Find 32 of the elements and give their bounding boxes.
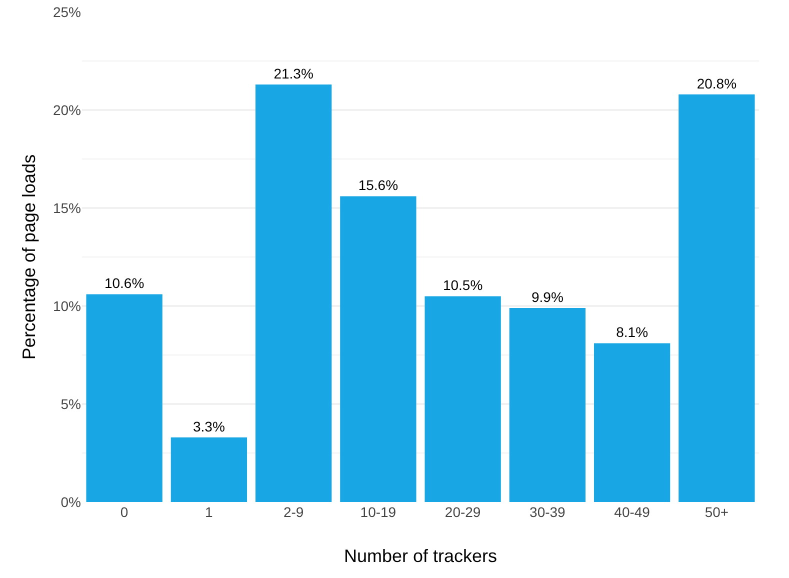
x-tick-label: 1	[205, 504, 214, 520]
bar	[255, 84, 332, 502]
data-label: 3.3%	[192, 418, 225, 434]
x-tick-label: 20-29	[444, 504, 481, 520]
bar	[509, 308, 586, 502]
bar	[594, 343, 670, 502]
x-tick-label: 40-49	[614, 504, 650, 520]
x-tick-label: 0	[120, 504, 128, 520]
data-label: 20.8%	[696, 75, 737, 92]
y-tick-label: 10%	[52, 298, 81, 314]
data-label: 10.5%	[442, 277, 483, 294]
y-tick-label: 15%	[52, 200, 81, 216]
x-tick-label: 10-19	[360, 504, 396, 520]
x-tick-label: 50+	[704, 504, 729, 520]
bar	[86, 294, 162, 502]
y-tick-label: 20%	[52, 102, 81, 118]
y-axis-title: Percentage of page loads	[19, 154, 40, 360]
data-label: 9.9%	[531, 288, 564, 305]
data-label: 21.3%	[274, 66, 314, 82]
bar	[678, 94, 755, 502]
y-tick-label: 25%	[52, 4, 81, 20]
bar	[340, 196, 416, 502]
data-label: 8.1%	[616, 324, 648, 340]
x-axis-title: Number of trackers	[344, 546, 498, 566]
data-label: 15.6%	[358, 177, 398, 194]
y-tick-label: 0%	[60, 494, 81, 510]
bar	[170, 437, 248, 502]
x-tick-label: 30-39	[530, 504, 566, 520]
bar	[424, 296, 501, 502]
x-tick-label: 2-9	[283, 504, 304, 520]
y-tick-label: 5%	[60, 396, 81, 412]
data-label: 10.6%	[104, 275, 144, 292]
